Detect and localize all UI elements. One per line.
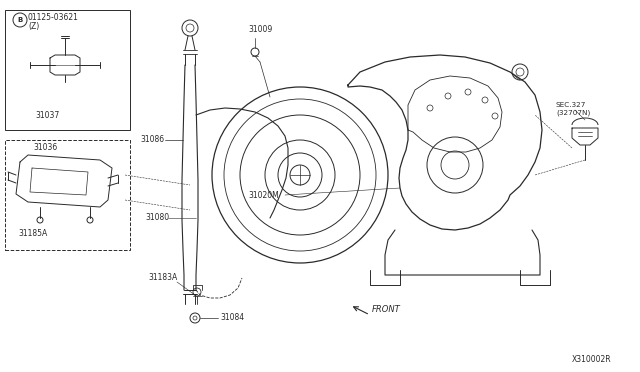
Text: 31084: 31084 [220,314,244,323]
Text: (32707N): (32707N) [556,110,590,116]
Text: 31009: 31009 [248,26,272,35]
Text: X310002R: X310002R [572,356,612,365]
Text: (Z): (Z) [28,22,39,31]
Text: 31036: 31036 [33,142,57,151]
Text: SEC.327: SEC.327 [556,102,586,108]
Text: 01125-03621: 01125-03621 [28,13,79,22]
Text: 31086: 31086 [140,135,164,144]
Bar [5,140,130,250]
Text: 31183A: 31183A [148,273,177,282]
Text: 31037: 31037 [35,110,60,119]
Text: 31080: 31080 [145,214,169,222]
Text: 31020M: 31020M [248,190,279,199]
Bar [5,10,130,130]
Text: B: B [17,17,22,23]
Text: 31185A: 31185A [18,228,47,237]
Text: FRONT: FRONT [372,305,401,314]
